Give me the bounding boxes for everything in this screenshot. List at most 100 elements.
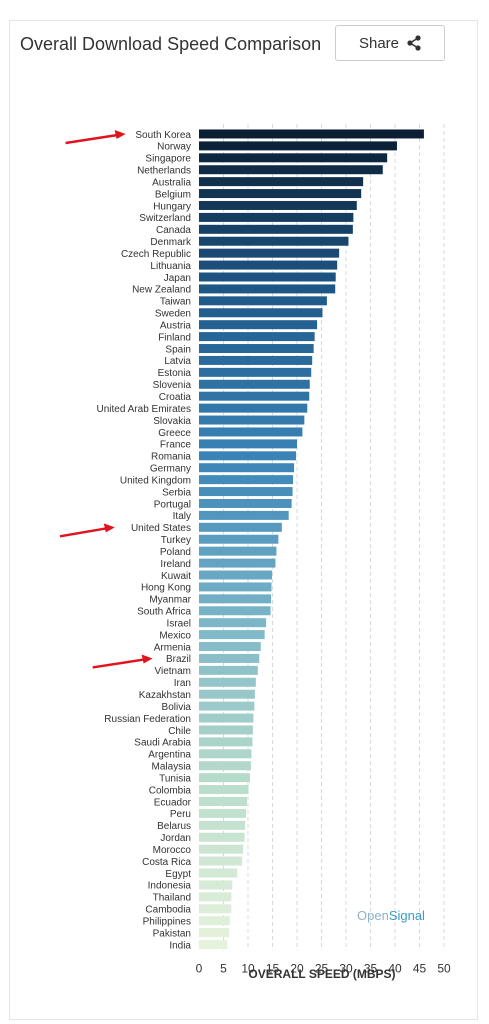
- category-label: Philippines: [143, 916, 191, 927]
- x-tick-label: 35: [364, 961, 378, 975]
- bar: [199, 594, 272, 604]
- bar: [199, 236, 349, 246]
- annotation-arrow: [92, 654, 153, 669]
- bar: [199, 796, 248, 806]
- category-label: New Zealand: [132, 285, 191, 296]
- category-label: Kuwait: [161, 571, 191, 582]
- bar: [199, 689, 255, 699]
- bar: [199, 820, 246, 830]
- category-label: Brazil: [166, 654, 191, 665]
- bars: [199, 129, 424, 950]
- x-tick-label: 5: [220, 961, 227, 975]
- bar: [199, 332, 315, 342]
- bar: [199, 856, 243, 866]
- bar: [199, 284, 336, 294]
- category-label: Australia: [152, 177, 191, 188]
- x-tick-label: 25: [315, 961, 329, 975]
- bar: [199, 808, 247, 818]
- bar: [199, 475, 294, 485]
- bar: [199, 177, 364, 187]
- category-label: Malaysia: [152, 762, 192, 773]
- bar: [199, 189, 362, 199]
- category-label: Mexico: [159, 630, 191, 641]
- bar: [199, 510, 289, 520]
- category-label: Croatia: [159, 392, 192, 403]
- category-label: France: [160, 440, 192, 451]
- brand-open: Open: [357, 908, 389, 923]
- share-label: Share: [358, 34, 400, 52]
- bar: [199, 403, 308, 413]
- bar: [199, 379, 310, 389]
- x-tick-label: 0: [196, 961, 203, 975]
- bar: [199, 165, 383, 175]
- category-label: Morocco: [153, 845, 192, 856]
- annotation-arrows: [59, 129, 153, 669]
- bar: [199, 498, 292, 508]
- bar: [199, 272, 336, 282]
- bar: [199, 129, 424, 139]
- bar: [199, 522, 282, 532]
- x-axis-ticks: 0 5 10 15 20 25 30 35 40 45 50: [196, 961, 451, 975]
- category-label: South Africa: [137, 607, 191, 618]
- category-label: Myanmar: [149, 595, 191, 606]
- category-label: Thailand: [153, 893, 191, 904]
- bar: [199, 844, 244, 854]
- x-tick-label: 30: [339, 961, 353, 975]
- x-tick-label: 15: [266, 961, 280, 975]
- bar: [199, 665, 258, 675]
- category-label: Germany: [150, 464, 191, 475]
- bar: [199, 785, 249, 795]
- bar: [199, 701, 255, 711]
- category-label: Greece: [158, 428, 191, 439]
- bar: [199, 391, 310, 401]
- bar: [199, 200, 357, 210]
- category-label: India: [169, 940, 191, 951]
- category-label: Russian Federation: [104, 714, 191, 725]
- bar: [199, 618, 267, 628]
- bar: [199, 749, 252, 759]
- category-label: Saudi Arabia: [134, 738, 191, 749]
- x-tick-label: 50: [437, 961, 451, 975]
- bar: [199, 677, 256, 687]
- category-label: Ireland: [160, 559, 191, 570]
- category-label: Slovakia: [153, 416, 191, 427]
- category-label: United Kingdom: [120, 475, 191, 486]
- category-label: South Korea: [135, 130, 191, 141]
- page-title: Overall Download Speed Comparison: [20, 34, 322, 54]
- brand-signal: Signal: [388, 908, 425, 923]
- bar: [199, 725, 253, 735]
- annotation-arrow: [59, 523, 115, 538]
- bar: [199, 713, 254, 723]
- bar: [199, 630, 265, 640]
- category-label: Argentina: [148, 750, 191, 761]
- bar: [199, 940, 228, 950]
- category-label: Kazakhstan: [139, 690, 191, 701]
- bar: [199, 463, 295, 473]
- share-button[interactable]: Share: [335, 25, 445, 61]
- bar: [199, 487, 293, 497]
- bar: [199, 546, 277, 556]
- bar: [199, 773, 250, 783]
- category-label: Latvia: [164, 356, 191, 367]
- bar: [199, 558, 276, 568]
- category-label: Chile: [168, 726, 191, 737]
- category-label: United States: [131, 523, 191, 534]
- opensignal-logo: OpenSignal: [357, 908, 425, 923]
- category-label: Italy: [173, 511, 191, 522]
- bar: [199, 153, 388, 163]
- category-label: Finland: [158, 332, 191, 343]
- bar: [199, 868, 238, 878]
- category-label: Serbia: [162, 487, 191, 498]
- bar: [199, 832, 245, 842]
- category-label: Lithuania: [150, 261, 191, 272]
- category-label: Denmark: [150, 237, 192, 248]
- category-label: Ecuador: [154, 797, 192, 808]
- x-tick-label: 40: [388, 961, 402, 975]
- bar: [199, 212, 354, 222]
- bar: [199, 606, 271, 616]
- bar: [199, 224, 353, 234]
- category-label: Sweden: [155, 309, 191, 320]
- bar: [199, 308, 323, 318]
- bar: [199, 427, 303, 437]
- category-label: Colombia: [149, 785, 192, 796]
